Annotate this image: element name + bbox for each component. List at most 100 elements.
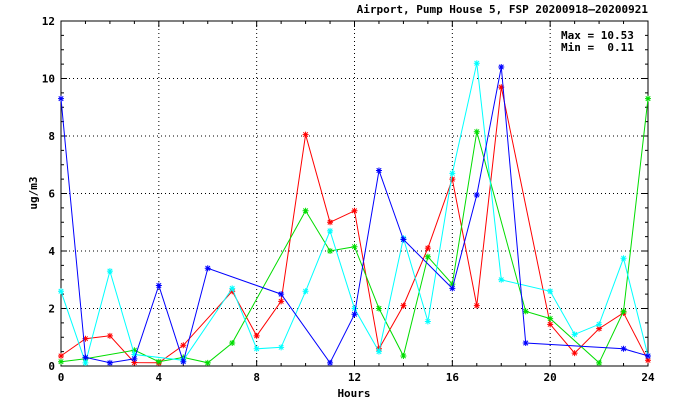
data-point [229,285,236,292]
data-point [106,268,113,275]
data-point [498,276,505,283]
data-point [400,236,407,243]
data-point [58,95,64,102]
data-point [327,219,334,226]
data-point [253,345,260,352]
y-tick-label: 2 [48,303,55,316]
max-label: Max = 10.53 [561,29,634,42]
x-tick-label: 24 [641,371,655,384]
data-point [547,288,554,295]
data-point [204,359,211,366]
data-point [645,357,651,364]
data-point [302,131,309,138]
data-point [302,207,309,214]
data-point [620,345,627,352]
data-point [327,248,334,254]
data-point [155,358,162,365]
data-point [375,305,382,312]
x-axis-label: Hours [337,387,370,400]
data-point [596,325,603,332]
data-point [204,265,211,272]
data-point [106,359,113,366]
data-point [155,282,162,289]
data-point [424,253,431,260]
data-point [473,191,480,198]
data-point [375,348,382,355]
data-point [449,281,456,288]
data-point [82,359,89,366]
data-point [82,335,89,342]
data-point [400,302,407,309]
data-point [229,340,236,346]
data-point [302,288,309,295]
data-point [449,285,456,292]
data-point [498,64,505,70]
data-point [351,305,358,312]
data-point [58,352,64,359]
series-layer [58,60,651,366]
y-tick-label: 6 [48,188,55,201]
data-point [596,321,603,328]
data-point [620,255,627,262]
data-point [424,245,431,252]
data-point [449,176,456,183]
y-tick-label: 12 [42,15,55,28]
data-point [327,227,334,234]
data-point [449,170,456,177]
y-tick-label: 0 [48,360,55,373]
y-tick-label: 8 [48,130,55,143]
data-point [645,95,651,102]
x-tick-label: 8 [253,371,260,384]
data-point [645,352,651,359]
y-tick-label: 4 [48,245,55,258]
data-point [180,358,187,365]
data-point [58,358,64,365]
data-point [547,321,554,328]
data-point [571,331,578,338]
data-point [375,167,382,174]
data-point [547,315,554,322]
series-1 [58,84,651,366]
data-point [473,60,480,67]
data-point [473,128,480,135]
data-point [571,350,578,357]
data-point [351,243,358,250]
data-point [82,354,89,361]
data-point [596,359,603,366]
data-point [522,308,529,315]
data-point [253,332,260,339]
series-4 [58,64,651,366]
y-axis-label: ug/m3 [27,176,40,209]
data-point [620,308,627,315]
data-point [180,342,187,349]
data-point [351,207,358,214]
series-line [60,98,649,364]
data-point [106,332,113,339]
grid-lines [61,21,648,366]
data-point [131,359,138,366]
data-point [131,351,138,358]
data-point [351,311,358,318]
data-point [131,347,138,354]
data-point [131,355,138,362]
x-tick-label: 20 [544,371,557,384]
x-tick-label: 4 [156,371,163,384]
data-point [400,352,407,359]
data-point [522,340,529,346]
series-line [60,66,649,364]
x-tick-label: 12 [348,371,361,384]
data-point [278,344,285,351]
y-tick-label: 10 [42,73,55,86]
data-point [473,302,480,309]
series-line [60,63,649,365]
x-tick-label: 16 [446,371,460,384]
x-tick-label: 0 [58,371,65,384]
data-point [278,298,285,305]
chart-title: Airport, Pump House 5, FSP 20200918–2020… [357,3,649,16]
data-point [424,318,431,325]
min-label: Min = 0.11 [561,41,634,54]
data-point [278,291,285,298]
data-point [327,359,334,366]
